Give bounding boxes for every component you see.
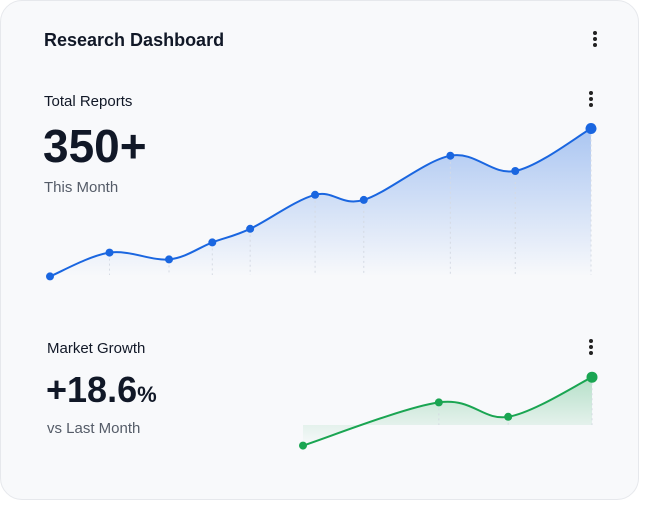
point — [208, 238, 217, 247]
area-fill — [50, 128, 591, 277]
dashboard-title: Research Dashboard — [44, 30, 224, 50]
point — [299, 441, 307, 450]
point — [359, 195, 368, 204]
point — [585, 123, 597, 134]
menu-button[interactable] — [589, 339, 593, 355]
point — [504, 412, 513, 421]
point — [46, 272, 54, 281]
card-title: Market Growth — [47, 340, 145, 357]
point — [511, 167, 520, 175]
point — [105, 248, 114, 257]
subtitle: This Month — [44, 179, 118, 196]
subtitle: vs Last Month — [47, 420, 140, 437]
headline-value: 350+ — [43, 120, 147, 172]
line — [302, 376, 593, 447]
menu-button[interactable] — [589, 91, 593, 107]
point — [446, 151, 455, 160]
headline-unit: % — [137, 382, 157, 407]
point — [165, 255, 174, 264]
menu-button[interactable] — [593, 31, 597, 47]
headline-value: +18.6% — [46, 369, 157, 410]
point — [434, 398, 443, 407]
headline-number: +18.6 — [46, 369, 137, 410]
line — [49, 127, 592, 278]
card-title: Total Reports — [44, 93, 132, 110]
point — [586, 371, 598, 383]
area-fill — [303, 377, 592, 446]
point — [311, 190, 320, 199]
point — [246, 224, 255, 233]
